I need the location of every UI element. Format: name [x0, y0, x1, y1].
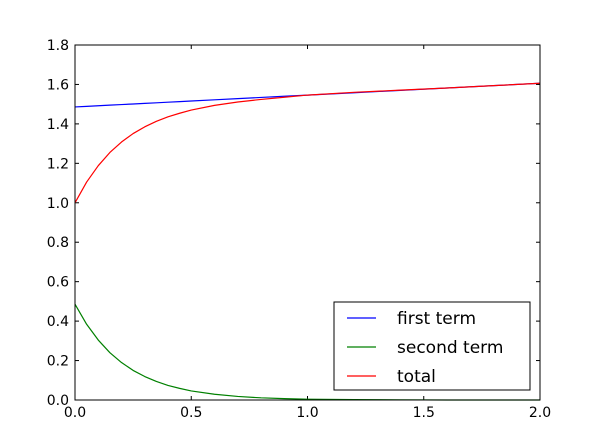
x-tick-label: 1.0 — [296, 405, 318, 421]
y-tick-label: 0.8 — [47, 235, 69, 251]
legend-label: total — [397, 367, 436, 387]
legend-box — [333, 301, 531, 391]
x-tick-label: 0.5 — [180, 405, 202, 421]
x-tick-label: 2.0 — [529, 405, 551, 421]
series-line-total — [74, 82, 541, 204]
y-tick-label: 1.6 — [47, 77, 69, 93]
legend-label: second term — [397, 338, 503, 358]
legend: first term second term total — [333, 301, 531, 391]
y-tick-label: 1.0 — [47, 196, 69, 212]
x-tick-label: 1.5 — [413, 405, 435, 421]
y-tick-label: 1.4 — [47, 117, 69, 133]
y-tick-label: 1.8 — [47, 38, 69, 54]
y-tick-label: 0.2 — [47, 354, 69, 370]
y-tick-label: 0.0 — [47, 393, 69, 409]
y-tick-label: 1.2 — [47, 156, 69, 172]
legend-label: first term — [397, 309, 476, 329]
plot-frame — [74, 44, 541, 401]
ticks-layer: 0.0 0.5 1.0 1.5 2.0 0.0 0.2 0.4 0.6 0.8 1.0 1.2 1.4 1… — [47, 38, 551, 421]
x-tick-label: 0.0 — [64, 405, 86, 421]
y-tick-label: 0.6 — [47, 275, 69, 291]
y-tick-label: 0.4 — [47, 314, 69, 330]
